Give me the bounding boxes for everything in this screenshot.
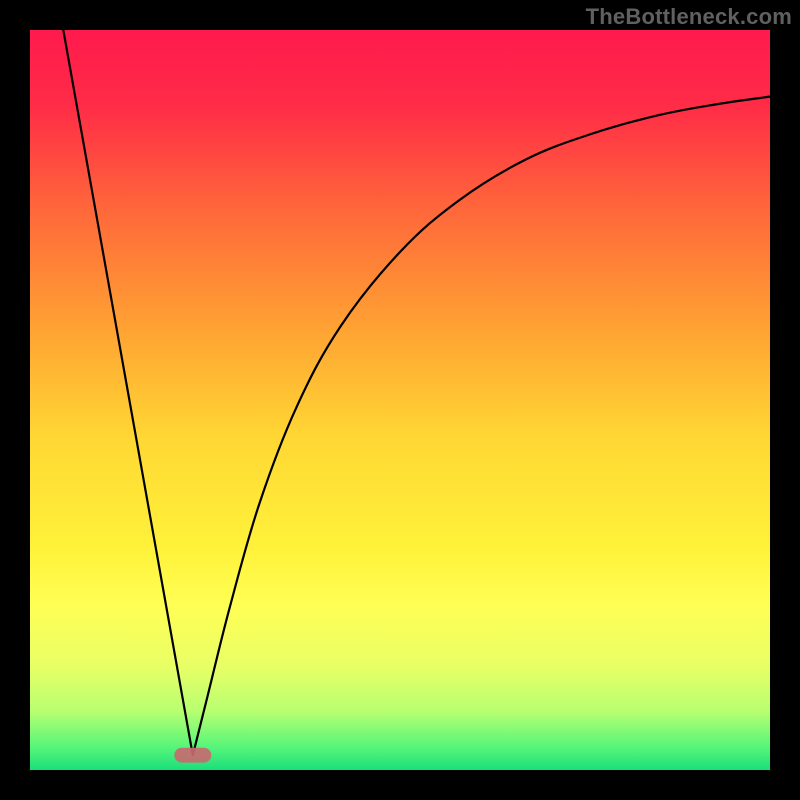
chart-svg — [30, 30, 770, 770]
vertex-marker — [174, 748, 211, 763]
plot-area — [30, 30, 770, 770]
attribution-label: TheBottleneck.com — [586, 4, 792, 30]
chart-frame: TheBottleneck.com — [0, 0, 800, 800]
gradient-background — [30, 30, 770, 770]
